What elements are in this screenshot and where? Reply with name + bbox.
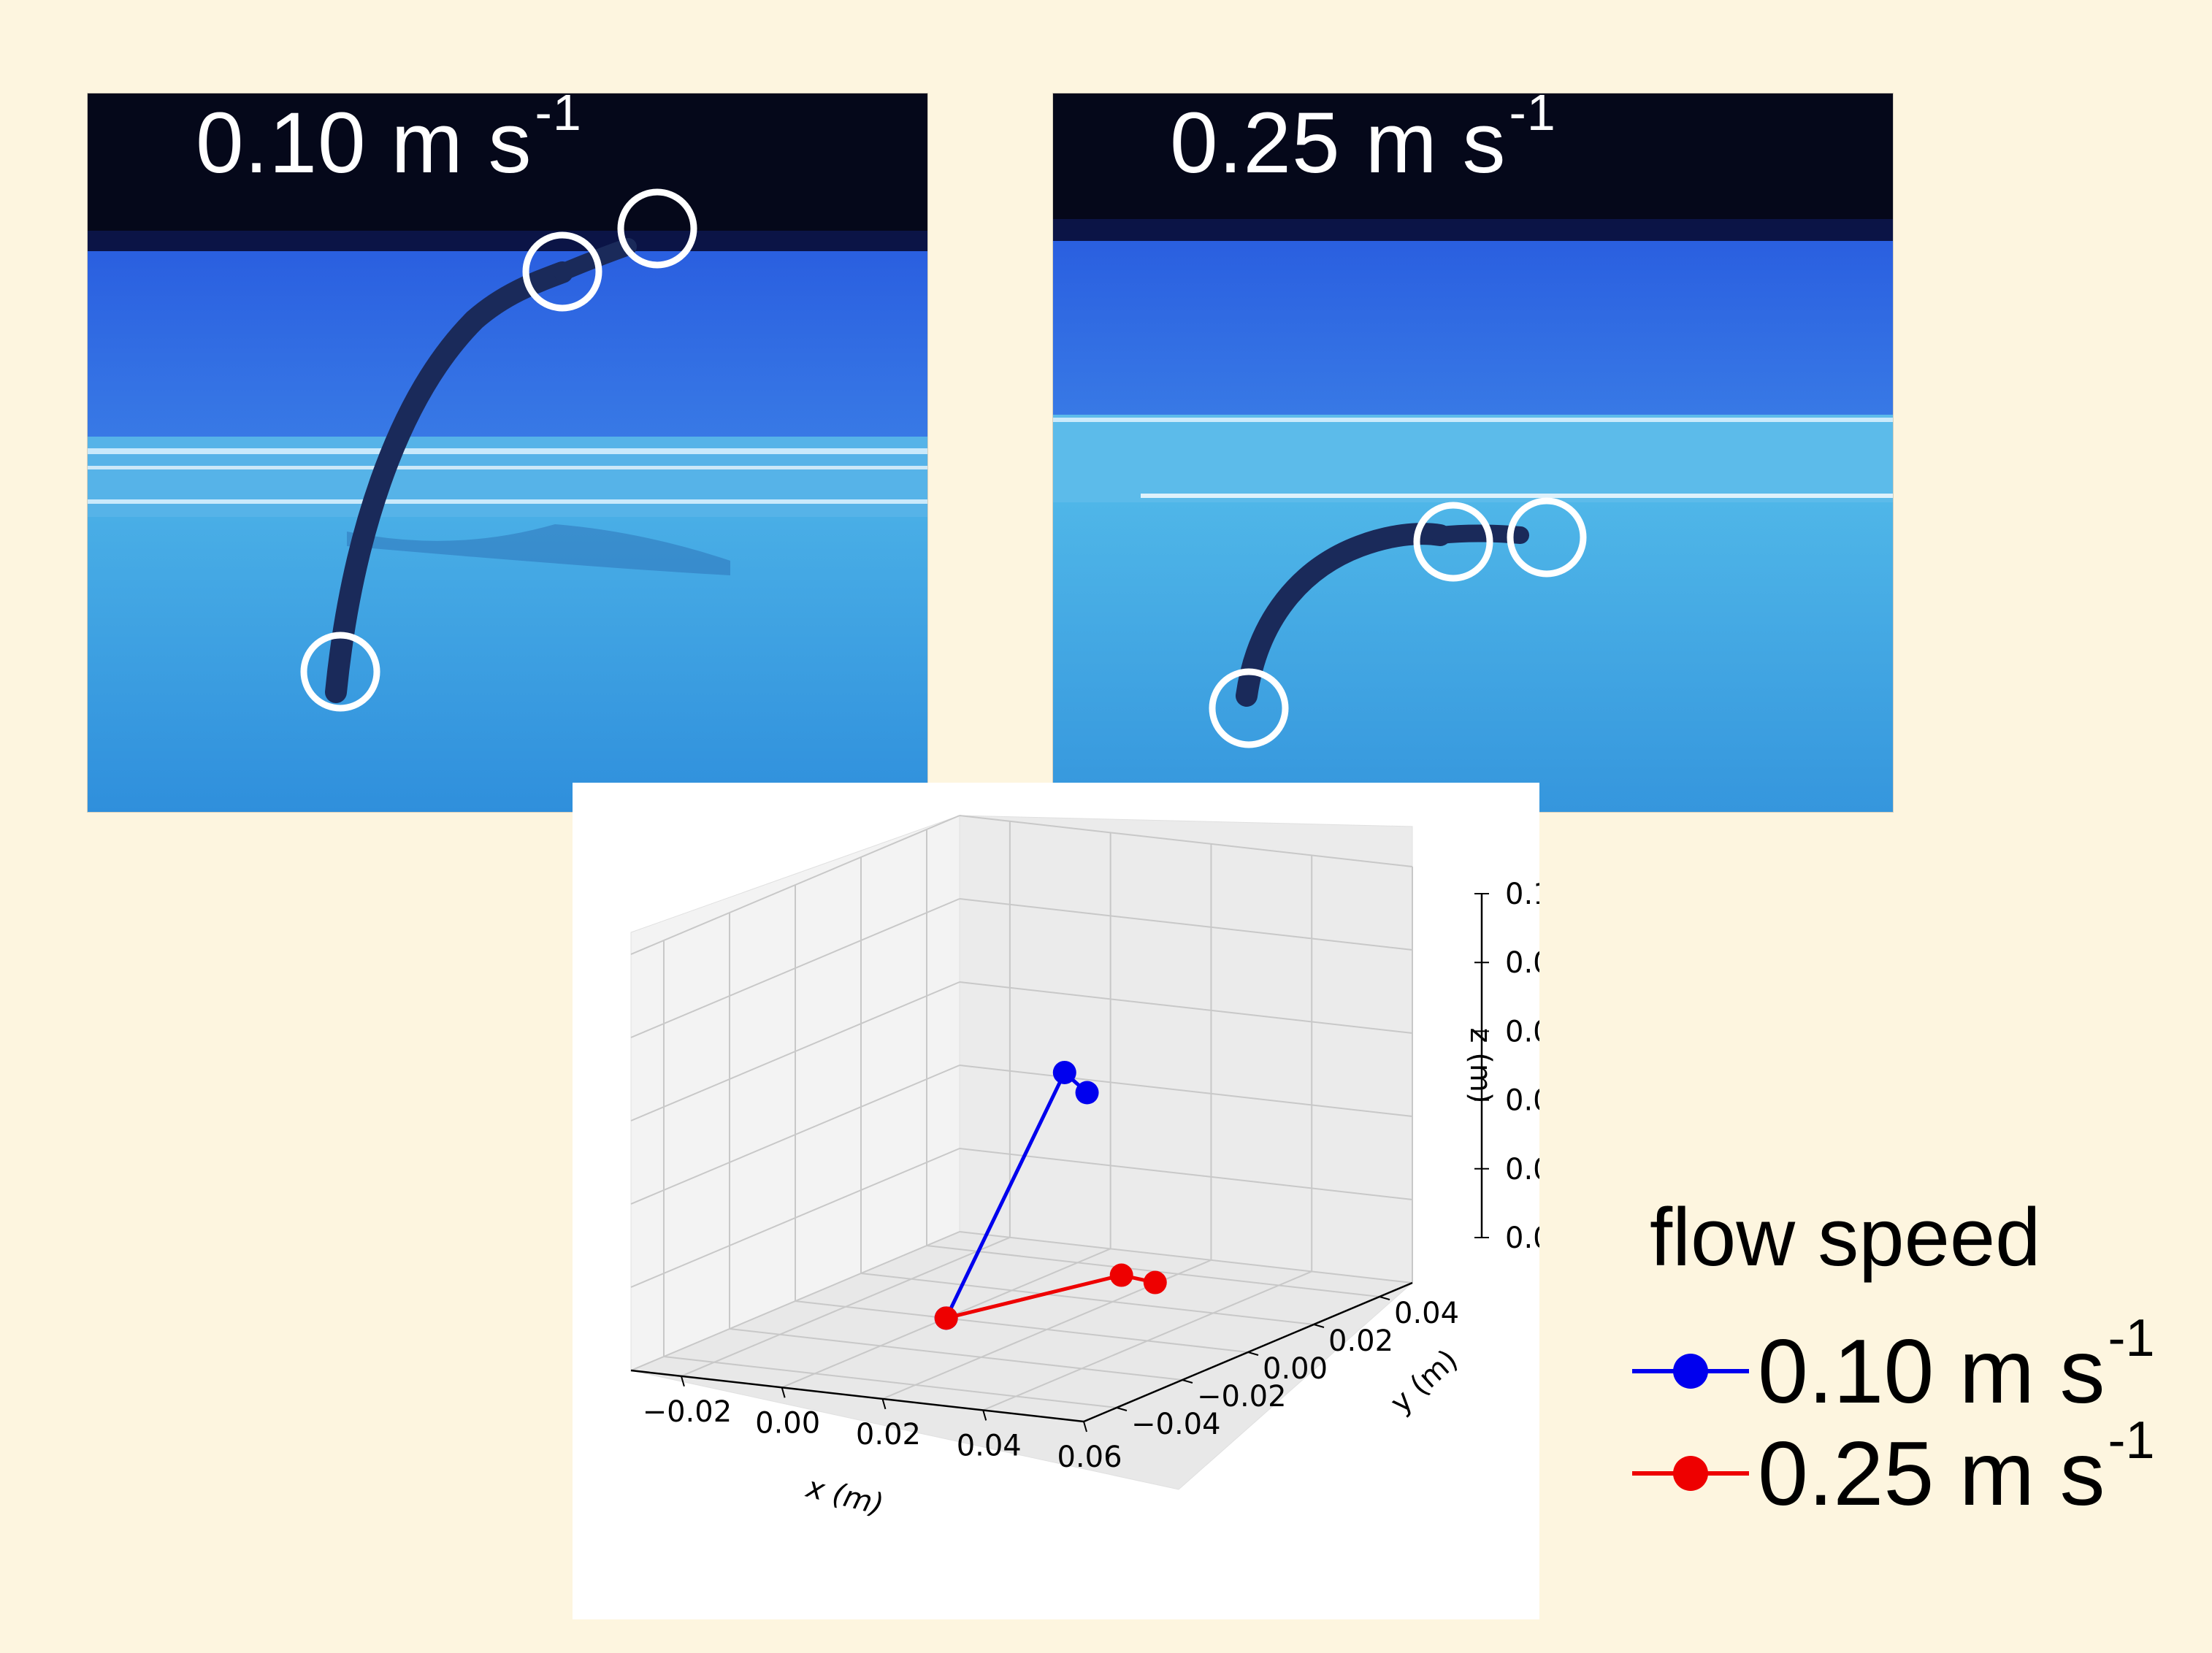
legend-marker-010 xyxy=(1632,1354,1749,1389)
series-1-point-1 xyxy=(1109,1263,1133,1287)
y-tick xyxy=(1182,1379,1193,1384)
grid-line xyxy=(959,898,1413,951)
x-tick xyxy=(680,1376,685,1387)
grid-line xyxy=(630,981,960,1121)
z-tick-label: 0.08 xyxy=(1505,946,1539,980)
plot-panes xyxy=(629,815,1414,1490)
plot-3d-panel: −0.02 0.00 0.02 0.04 0.06 −0.04 −0.02 0.00 0.02 0… xyxy=(573,783,1539,1619)
photo-label-025-main: 0.25 m s xyxy=(1170,95,1507,191)
y-tick-label: 0.00 xyxy=(1263,1352,1328,1386)
photo-flow-010: 0.10 m s-1 xyxy=(88,93,927,812)
y-tick-label: 0.04 xyxy=(1394,1297,1459,1330)
grid-line xyxy=(663,1356,1117,1408)
plot-3d: −0.02 0.00 0.02 0.04 0.06−0.04−0.020.000.020… xyxy=(629,815,1539,1522)
legend-entry-010: 0.10 m s-1 xyxy=(1632,1312,2202,1424)
x-tick-label: 0.02 xyxy=(856,1418,921,1451)
series-1-point-2 xyxy=(1143,1270,1167,1295)
x-tick-label: 0.04 xyxy=(957,1429,1022,1462)
y-axis-label: y (m) xyxy=(1384,1343,1464,1420)
legend-label-025: 0.25 m s-1 xyxy=(1758,1414,2155,1526)
y-tick-label: 0.02 xyxy=(1328,1324,1393,1358)
grid-line xyxy=(860,1273,1314,1325)
legend: flow speed 0.10 m s-1 0.25 m s-1 xyxy=(1632,1190,2202,1526)
photo-scene-010 xyxy=(88,93,927,812)
series-1-point-0 xyxy=(934,1306,958,1330)
photo-label-025: 0.25 m s-1 xyxy=(1170,93,1556,193)
photo-label-010-main: 0.10 m s xyxy=(196,95,532,191)
legend-label-010-main: 0.10 m s xyxy=(1758,1322,2105,1422)
grid-line xyxy=(630,1231,960,1371)
y-tick-label: −0.04 xyxy=(1131,1408,1221,1441)
grid-line xyxy=(630,815,960,955)
photo-label-010-sup: -1 xyxy=(535,93,582,141)
legend-marker-025 xyxy=(1632,1456,1749,1491)
legend-label-010: 0.10 m s-1 xyxy=(1758,1312,2155,1424)
y-tick xyxy=(1116,1407,1128,1411)
photo-flow-025: 0.25 m s-1 xyxy=(1053,93,1893,812)
y-tick xyxy=(1379,1296,1390,1300)
legend-label-010-sup: -1 xyxy=(2108,1309,2155,1368)
grid-line xyxy=(630,1148,960,1288)
x-tick xyxy=(982,1410,987,1421)
z-tick-label: 0.10 xyxy=(1505,878,1539,911)
grid-line xyxy=(959,1148,1413,1200)
grid-line xyxy=(959,1231,1413,1284)
y-tick xyxy=(1247,1351,1259,1356)
grid-line xyxy=(729,1328,1183,1381)
plot-tick-labels: −0.02 0.00 0.02 0.04 0.06−0.04−0.020.000.020… xyxy=(643,878,1539,1474)
x-tick-label: −0.02 xyxy=(643,1395,732,1429)
y-tick xyxy=(1313,1324,1325,1328)
pane-back xyxy=(959,815,1413,1284)
z-tick-label: 0.02 xyxy=(1505,1153,1539,1186)
photo-scene-025 xyxy=(1053,93,1893,812)
legend-title: flow speed xyxy=(1650,1192,2041,1283)
grid-line xyxy=(959,815,1413,867)
x-tick xyxy=(881,1398,887,1410)
grid-line xyxy=(630,898,960,1038)
x-tick-label: 0.06 xyxy=(1057,1441,1122,1474)
x-tick-label: 0.00 xyxy=(755,1406,820,1440)
x-tick xyxy=(781,1387,786,1398)
z-tick-label: 0.06 xyxy=(1505,1015,1539,1048)
x-axis-line xyxy=(630,1369,1084,1423)
series-0-point-1 xyxy=(1052,1060,1076,1084)
photo-label-010: 0.10 m s-1 xyxy=(196,93,582,193)
legend-label-025-main: 0.25 m s xyxy=(1758,1424,2105,1524)
x-tick xyxy=(1083,1421,1087,1433)
z-tick-label: 0.00 xyxy=(1505,1221,1539,1255)
plot-series xyxy=(934,1060,1167,1330)
x-axis-label: x (m) xyxy=(802,1470,887,1522)
plot-axes xyxy=(630,893,1489,1433)
legend-label-025-sup: -1 xyxy=(2108,1411,2155,1470)
grid-line xyxy=(795,1300,1249,1353)
legend-entry-025: 0.25 m s-1 xyxy=(1632,1414,2202,1526)
grid-line xyxy=(959,981,1413,1034)
series-0-point-2 xyxy=(1075,1081,1099,1105)
grid-line xyxy=(959,1065,1413,1117)
y-tick-label: −0.02 xyxy=(1197,1380,1287,1414)
z-axis-label: z (m) xyxy=(1463,1028,1497,1104)
photo-label-025-sup: -1 xyxy=(1509,93,1556,141)
grid-line xyxy=(630,1065,960,1205)
z-tick-label: 0.04 xyxy=(1505,1084,1539,1118)
